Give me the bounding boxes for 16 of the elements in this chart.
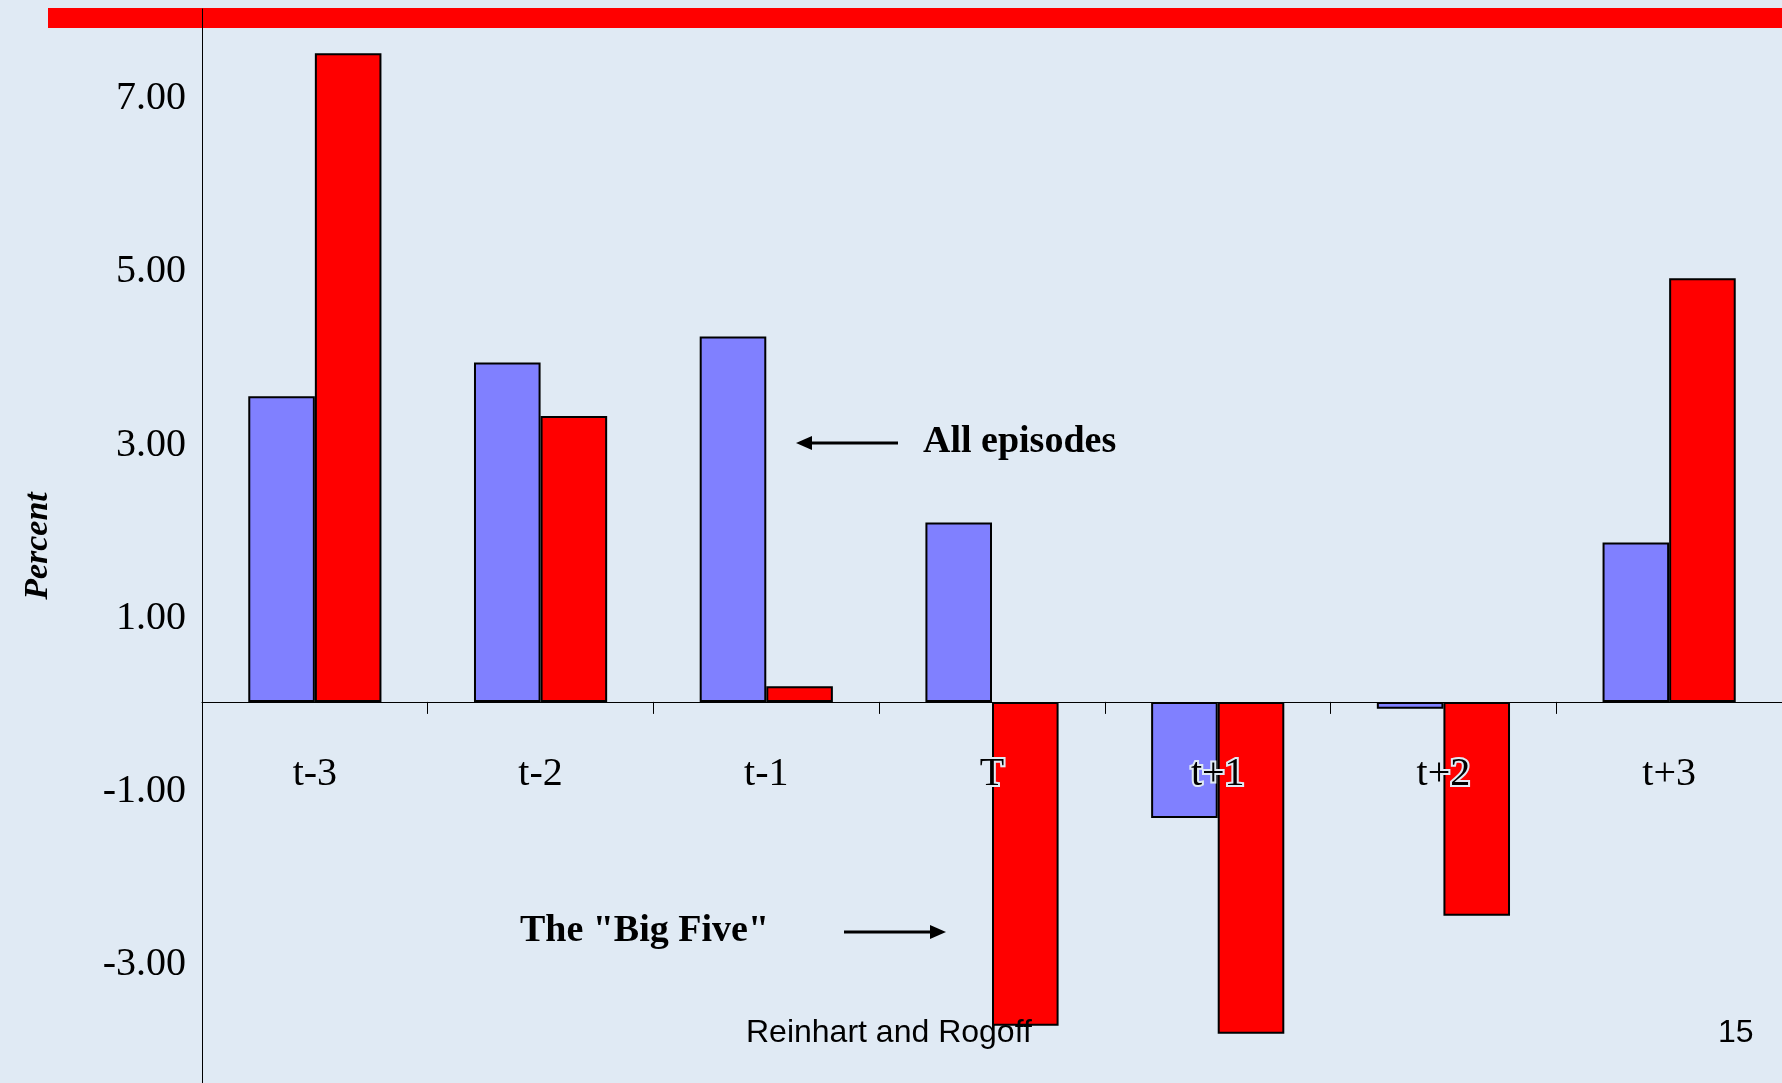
- y-tick-label: 1.00: [116, 592, 186, 638]
- x-tick-label: t-3: [292, 749, 338, 795]
- annotation: Reinhart and Rogoff: [746, 1012, 1032, 1050]
- y-tick-label: -1.00: [102, 766, 186, 812]
- y-tick-label: 3.00: [116, 419, 186, 465]
- y-tick-label: -3.00: [102, 939, 186, 985]
- annotation: All episodes: [923, 417, 1117, 461]
- x-tick-label: t+3: [1642, 749, 1696, 795]
- y-axis-title: Percent: [16, 490, 54, 601]
- annotation: The "Big Five": [519, 906, 769, 950]
- y-tick-label: 7.00: [116, 73, 186, 119]
- x-tick-label: t-2: [518, 749, 563, 795]
- x-tick-label: t+1: [1190, 749, 1245, 795]
- y-tick-label: 5.00: [116, 246, 186, 292]
- x-tick-label: t-1: [744, 749, 789, 795]
- annotation: 15: [1718, 1012, 1754, 1050]
